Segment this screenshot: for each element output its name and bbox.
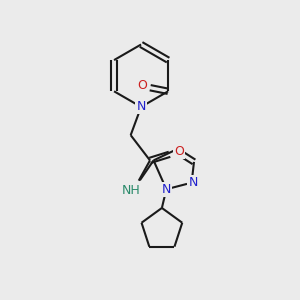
Text: N: N — [162, 183, 171, 196]
Text: N: N — [188, 176, 198, 189]
Text: N: N — [136, 100, 146, 113]
Text: O: O — [174, 145, 184, 158]
Text: NH: NH — [121, 184, 140, 196]
Text: O: O — [137, 79, 147, 92]
